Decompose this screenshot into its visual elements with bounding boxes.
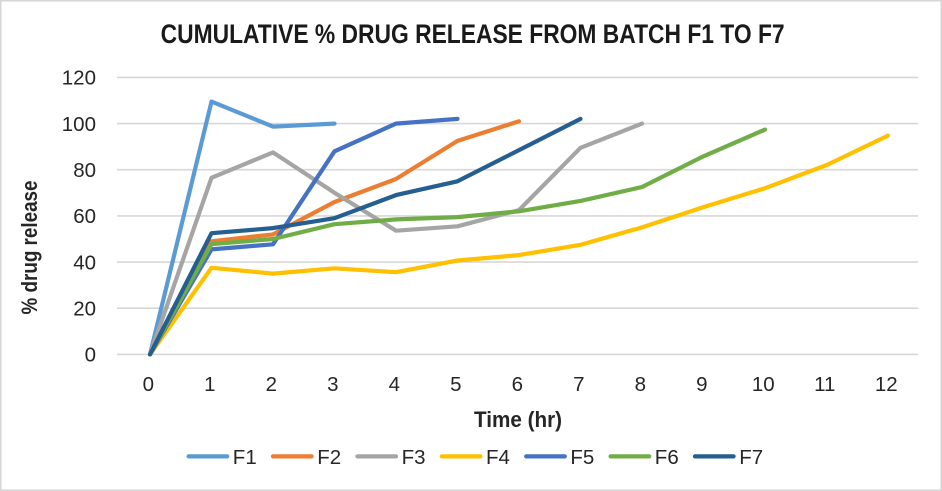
svg-text:Time (hr): Time (hr): [474, 407, 562, 432]
svg-text:12: 12: [875, 373, 898, 396]
svg-text:3: 3: [327, 373, 338, 396]
svg-text:120: 120: [62, 67, 96, 90]
svg-text:20: 20: [73, 298, 96, 321]
svg-text:100: 100: [62, 113, 96, 136]
svg-text:40: 40: [73, 251, 96, 274]
svg-text:CUMULATIVE % DRUG RELEASE FROM: CUMULATIVE % DRUG RELEASE FROM BATCH F1 …: [161, 19, 785, 49]
svg-text:60: 60: [73, 205, 96, 228]
svg-text:2: 2: [266, 373, 277, 396]
svg-text:F2: F2: [317, 446, 341, 469]
svg-text:F5: F5: [570, 446, 594, 469]
svg-text:F3: F3: [402, 446, 426, 469]
svg-text:F6: F6: [655, 446, 679, 469]
svg-text:F7: F7: [739, 446, 763, 469]
svg-text:5: 5: [450, 373, 461, 396]
svg-text:10: 10: [752, 373, 775, 396]
svg-text:80: 80: [73, 159, 96, 182]
svg-text:11: 11: [814, 373, 835, 396]
svg-text:0: 0: [143, 373, 154, 396]
svg-text:7: 7: [573, 373, 584, 396]
svg-text:8: 8: [635, 373, 646, 396]
svg-text:9: 9: [696, 373, 707, 396]
svg-text:F4: F4: [486, 446, 510, 469]
svg-text:4: 4: [389, 373, 400, 396]
svg-text:F1: F1: [233, 446, 257, 469]
svg-text:6: 6: [512, 373, 523, 396]
svg-text:% drug release: % drug release: [17, 181, 42, 315]
svg-text:1: 1: [204, 373, 215, 396]
svg-text:0: 0: [85, 344, 96, 367]
